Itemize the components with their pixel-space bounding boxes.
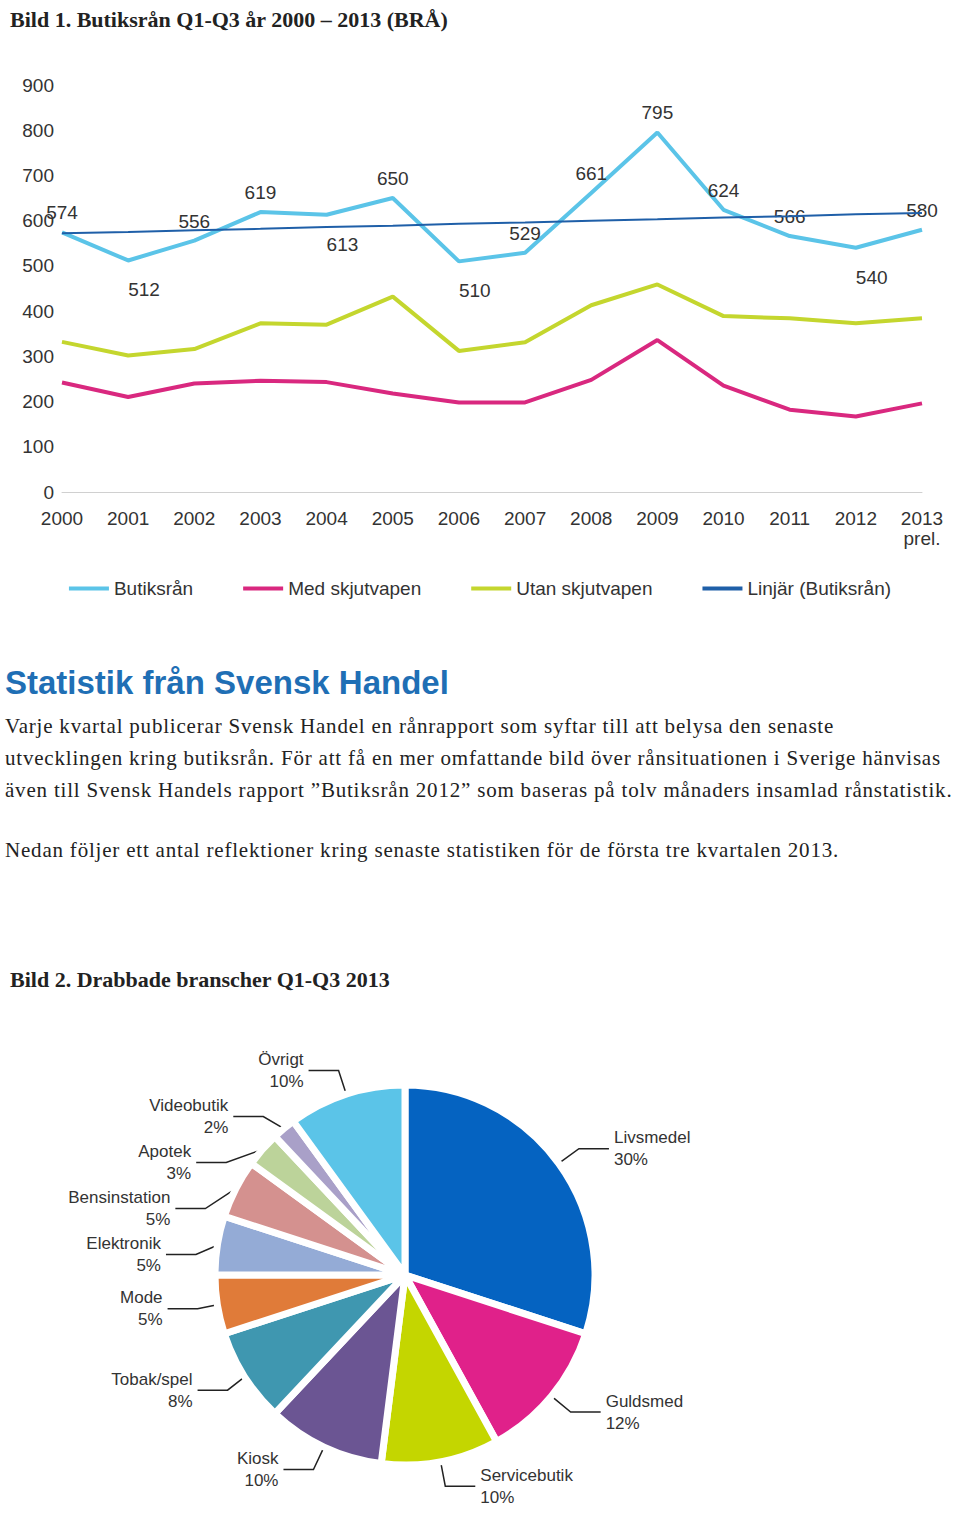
svg-text:512: 512 <box>128 279 160 300</box>
svg-text:574: 574 <box>46 202 78 223</box>
svg-text:2000: 2000 <box>41 508 83 529</box>
svg-text:2009: 2009 <box>636 508 678 529</box>
svg-text:Apotek: Apotek <box>138 1142 191 1161</box>
svg-text:2002: 2002 <box>173 508 215 529</box>
svg-text:0: 0 <box>43 482 54 503</box>
svg-text:10%: 10% <box>270 1072 304 1091</box>
svg-text:Butiksrån: Butiksrån <box>114 578 193 599</box>
svg-text:12%: 12% <box>606 1414 640 1433</box>
svg-text:Med skjutvapen: Med skjutvapen <box>288 578 421 599</box>
svg-text:650: 650 <box>377 168 409 189</box>
svg-text:600: 600 <box>22 210 54 232</box>
svg-text:prel.: prel. <box>904 528 941 549</box>
svg-text:2004: 2004 <box>305 508 348 529</box>
svg-text:795: 795 <box>642 102 674 123</box>
svg-text:540: 540 <box>856 267 888 288</box>
svg-text:2012: 2012 <box>835 508 877 529</box>
svg-text:2005: 2005 <box>372 508 414 529</box>
svg-text:10%: 10% <box>244 1471 278 1490</box>
svg-text:5%: 5% <box>136 1256 161 1275</box>
svg-text:400: 400 <box>22 301 54 322</box>
svg-text:2013: 2013 <box>901 508 943 529</box>
svg-text:5%: 5% <box>146 1210 171 1229</box>
svg-text:900: 900 <box>22 75 54 96</box>
svg-text:2010: 2010 <box>702 508 744 529</box>
svg-text:Kiosk: Kiosk <box>237 1449 279 1468</box>
svg-text:Mode: Mode <box>120 1288 163 1307</box>
svg-text:624: 624 <box>708 180 740 201</box>
svg-text:Bild 2. Drabbade branscher Q1-: Bild 2. Drabbade branscher Q1-Q3 2013 <box>10 967 390 992</box>
html-text:Statistik från Svensk Handel: Statistik från Svensk Handel <box>5 664 449 701</box>
svg-text:580: 580 <box>906 200 938 221</box>
svg-text:100: 100 <box>22 436 54 457</box>
svg-text:510: 510 <box>459 280 491 301</box>
html-text:Nedan följer ett antal reflekt: Nedan följer ett antal reflektioner krin… <box>5 838 840 862</box>
svg-text:2001: 2001 <box>107 508 149 529</box>
svg-text:Utan skjutvapen: Utan skjutvapen <box>516 578 652 599</box>
svg-text:8%: 8% <box>168 1392 193 1411</box>
svg-text:Servicebutik: Servicebutik <box>480 1466 573 1485</box>
svg-text:Guldsmed: Guldsmed <box>606 1392 683 1411</box>
svg-text:800: 800 <box>22 120 54 141</box>
svg-text:700: 700 <box>22 165 54 186</box>
svg-text:Livsmedel: Livsmedel <box>614 1128 691 1147</box>
svg-text:Bensinstation: Bensinstation <box>68 1188 170 1207</box>
svg-text:661: 661 <box>575 163 607 184</box>
svg-text:566: 566 <box>773 206 806 227</box>
svg-text:200: 200 <box>22 391 54 412</box>
svg-text:30%: 30% <box>614 1150 648 1169</box>
svg-text:2%: 2% <box>204 1118 229 1137</box>
svg-text:10%: 10% <box>480 1488 514 1507</box>
svg-text:2003: 2003 <box>239 508 281 529</box>
svg-text:Bild 1. Butiksrån Q1-Q3 år 200: Bild 1. Butiksrån Q1-Q3 år 2000 – 2013 (… <box>10 7 448 32</box>
svg-text:Elektronik: Elektronik <box>86 1234 161 1253</box>
svg-text:Linjär (Butiksrån): Linjär (Butiksrån) <box>747 578 891 599</box>
svg-text:Videobutik: Videobutik <box>149 1096 229 1115</box>
svg-text:2006: 2006 <box>438 508 480 529</box>
svg-text:613: 613 <box>327 234 359 255</box>
svg-text:3%: 3% <box>167 1164 192 1183</box>
svg-text:500: 500 <box>22 255 54 276</box>
svg-text:529: 529 <box>509 223 541 244</box>
svg-text:2007: 2007 <box>504 508 546 529</box>
svg-text:5%: 5% <box>138 1310 163 1329</box>
svg-text:2008: 2008 <box>570 508 612 529</box>
html-text:Varje kvartal publicerar Svens: Varje kvartal publicerar Svensk Handel e… <box>5 714 953 802</box>
svg-text:619: 619 <box>245 182 277 203</box>
svg-text:556: 556 <box>178 211 210 232</box>
svg-text:2011: 2011 <box>769 508 810 529</box>
svg-text:Övrigt: Övrigt <box>258 1050 304 1069</box>
svg-text:300: 300 <box>22 346 54 367</box>
svg-text:Tobak/spel: Tobak/spel <box>111 1370 192 1389</box>
